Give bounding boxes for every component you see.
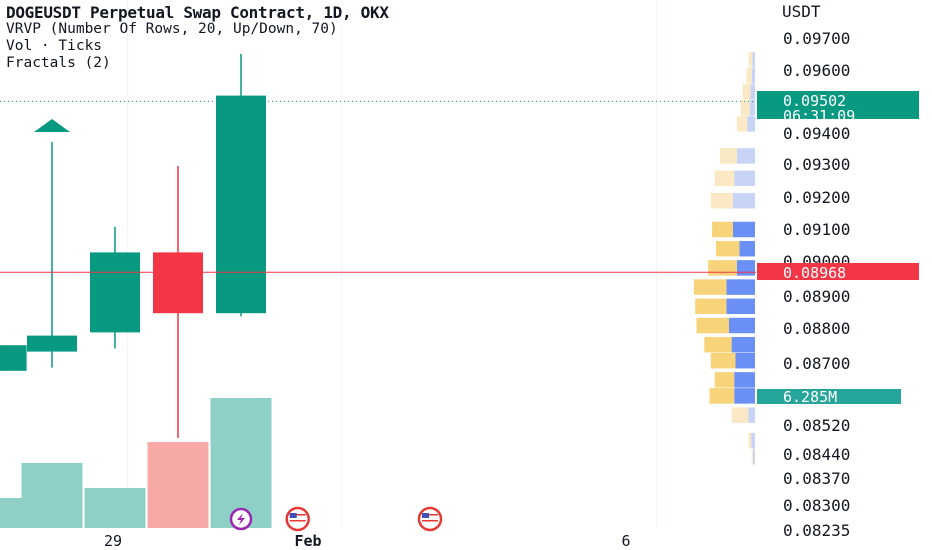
price-tick-label: 0.09700 <box>783 29 850 48</box>
flag-canton <box>289 513 297 518</box>
price-tick-label: 0.08520 <box>783 416 850 435</box>
vrvp-up-bar <box>732 221 755 238</box>
vrvp-up-bar <box>750 84 755 100</box>
time-tick-label: Feb <box>294 532 321 550</box>
last-price-badge[interactable] <box>757 91 919 119</box>
vrvp-down-bar <box>696 317 729 334</box>
vrvp-down-bar <box>751 448 754 465</box>
candle-body[interactable] <box>216 95 266 314</box>
vrvp-up-bar <box>753 448 755 465</box>
volume-bar <box>21 463 83 528</box>
crosshair-price-badge[interactable] <box>757 263 919 280</box>
vrvp-up-bar <box>751 432 755 449</box>
price-tick-label: 0.08235 <box>783 521 850 540</box>
vrvp-down-bar <box>695 298 727 315</box>
vrvp-down-bar <box>712 221 733 238</box>
vrvp-up-bar <box>729 317 755 334</box>
candle-body[interactable] <box>90 252 140 333</box>
vrvp-down-bar <box>704 336 732 353</box>
vrvp-down-bar <box>714 170 735 187</box>
price-tick-label: 0.08900 <box>783 287 850 306</box>
candle-body[interactable] <box>153 252 203 314</box>
price-tick-label: 0.08800 <box>783 319 850 338</box>
flag-us-icon[interactable] <box>285 506 310 532</box>
vrvp-up-bar <box>736 148 755 164</box>
vrvp-down-bar <box>710 192 733 209</box>
flag-stripe <box>422 514 438 516</box>
volume-value-badge[interactable] <box>757 389 901 404</box>
time-tick-label: 6 <box>621 532 630 550</box>
vrvp-down-bar <box>714 372 735 388</box>
vrvp-down-bar <box>709 388 735 404</box>
vrvp-down-bar <box>719 148 737 164</box>
vrvp-up-bar <box>734 170 755 187</box>
volume-value-text: 6.285M <box>783 388 837 406</box>
flag-canton <box>422 513 429 518</box>
price-tick-label: 0.09300 <box>783 155 850 174</box>
vrvp-up-bar <box>734 372 755 388</box>
vrvp-down-bar <box>740 100 750 116</box>
flag-stripe <box>289 523 306 525</box>
volume-indicator-label[interactable]: Vol · Ticks <box>6 38 103 54</box>
vrvp-down-bar <box>748 432 752 449</box>
vrvp-down-bar <box>708 260 737 276</box>
fractal-up-marker <box>34 119 70 132</box>
last-price-badge-text: 06:31:09 <box>783 107 855 125</box>
price-tick-label: 0.09100 <box>783 220 850 239</box>
vrvp-up-bar <box>751 68 755 84</box>
vrvp-up-bar <box>726 298 755 315</box>
volume-bar <box>147 442 209 528</box>
chart-legend: DOGEUSDT Perpetual Swap Contract, 1D, OK… <box>6 4 389 72</box>
crosshair-price-badge-text: 0.08968 <box>783 264 846 282</box>
candle-body[interactable] <box>27 335 77 352</box>
vrvp-down-bar <box>710 352 736 369</box>
vrvp-up-bar <box>726 279 755 295</box>
vrvp-down-bar <box>746 68 752 84</box>
vrvp-down-bar <box>742 84 751 100</box>
price-tick-label: 0.09400 <box>783 124 850 143</box>
price-axis-unit: USDT <box>782 2 821 21</box>
price-tick-label: 0.09600 <box>783 61 850 80</box>
flag-us-icon[interactable] <box>417 506 443 532</box>
vrvp-up-bar <box>747 116 755 132</box>
vrvp-down-bar <box>736 116 748 132</box>
vrvp-up-bar <box>749 100 755 116</box>
price-tick-label: 0.08440 <box>783 445 850 464</box>
vrvp-down-bar <box>731 407 749 423</box>
lightning-icon <box>237 513 245 525</box>
flag-stripe <box>289 514 306 516</box>
price-tick-label: 0.08700 <box>783 354 850 373</box>
flag-stripe <box>289 517 306 519</box>
price-tick-label: 0.08370 <box>783 469 850 488</box>
flag-stripe <box>422 517 438 519</box>
vrvp-up-bar <box>752 52 755 68</box>
fractals-indicator-label[interactable]: Fractals (2) <box>6 55 111 71</box>
candle-body[interactable] <box>0 345 27 371</box>
vrvp-up-bar <box>731 336 755 353</box>
vrvp-down-bar <box>748 52 753 68</box>
price-tick-label: 0.09200 <box>783 188 850 207</box>
last-price-badge-text: 0.09502 <box>783 92 846 110</box>
flag-stripe <box>422 520 438 522</box>
vrvp-down-bar <box>716 240 740 257</box>
volume-bar <box>84 488 146 528</box>
vrvp-up-bar <box>735 352 755 369</box>
volume-bar <box>210 398 272 528</box>
symbol-title[interactable]: DOGEUSDT Perpetual Swap Contract, 1D, OK… <box>6 3 389 22</box>
vrvp-up-bar <box>739 240 755 257</box>
time-tick-label: 29 <box>104 532 122 550</box>
vrvp-down-bar <box>693 279 727 295</box>
vrvp-up-bar <box>734 388 755 404</box>
vrvp-up-bar <box>748 407 755 423</box>
vrvp-up-bar <box>736 260 755 276</box>
flag-stripe <box>289 520 306 522</box>
flag-stripe <box>422 523 438 525</box>
price-tick-label: 0.08300 <box>783 496 850 515</box>
vrvp-up-bar <box>732 192 755 209</box>
vrvp-indicator-label[interactable]: VRVP (Number Of Rows, 20, Up/Down, 70) <box>6 21 338 37</box>
